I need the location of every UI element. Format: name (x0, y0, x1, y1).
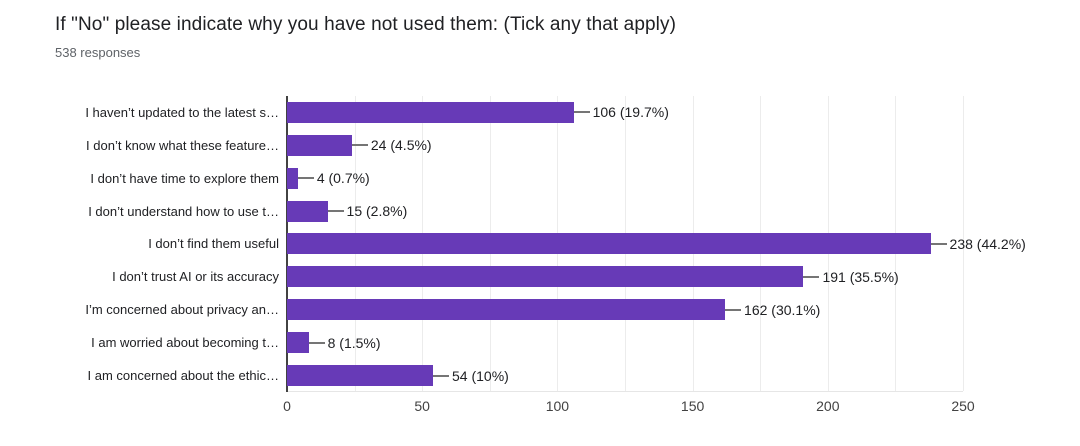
category-label: I’m concerned about privacy an… (85, 302, 279, 318)
category-axis-labels: I haven’t updated to the latest s… I don’… (0, 96, 283, 392)
response-count: 538 responses (55, 45, 141, 60)
value-connector-line (297, 177, 314, 180)
category-label: I don’t find them useful (148, 236, 279, 252)
value-connector-line (930, 242, 947, 245)
bar (287, 101, 574, 123)
x-tick-label-100: 100 (545, 398, 570, 414)
bar-row: 106 (19.7%) (287, 96, 1080, 129)
gridline-250 (963, 96, 964, 391)
category-label: I haven’t updated to the latest s… (85, 104, 279, 120)
value-connector-line (351, 144, 368, 147)
bar-value-label: 15 (2.8%) (346, 203, 408, 220)
bar-value-label: 191 (35.5%) (822, 268, 899, 285)
bar (287, 299, 726, 321)
bar-value-label: 238 (44.2%) (949, 235, 1026, 252)
bar-row: 15 (2.8%) (287, 195, 1080, 228)
bar-value-label: 162 (30.1%) (744, 301, 821, 318)
value-connector-line (803, 275, 820, 278)
bar (287, 134, 352, 156)
bar (287, 332, 309, 354)
bar-row: 54 (10%) (287, 359, 1080, 392)
bar (287, 233, 931, 255)
category-label: I don’t have time to explore them (90, 170, 279, 186)
bar (287, 365, 434, 387)
bar-value-label: 106 (19.7%) (592, 104, 669, 121)
bar-row: 238 (44.2%) (287, 228, 1080, 261)
plot-area: 106 (19.7%) 24 (4.5%) 4 (0.7%) 15 (2.8%) 238… (286, 96, 1026, 392)
bar (287, 167, 298, 189)
bar-value-label: 24 (4.5%) (370, 137, 432, 154)
bar-row: 8 (1.5%) (287, 326, 1080, 359)
category-label: I am worried about becoming t… (91, 335, 279, 351)
category-label: I don’t trust AI or its accuracy (112, 269, 279, 285)
value-connector-line (327, 210, 344, 213)
value-connector-line (725, 308, 742, 311)
bar-value-label: 54 (10%) (452, 367, 509, 384)
bar-row: 162 (30.1%) (287, 293, 1080, 326)
bar (287, 200, 328, 222)
value-connector-line (433, 374, 450, 377)
chart-title: If "No" please indicate why you have not… (55, 14, 677, 35)
bar (287, 266, 804, 288)
x-tick-label-0: 0 (283, 398, 291, 414)
x-tick-label-50: 50 (414, 398, 430, 414)
bar-value-label: 4 (0.7%) (316, 170, 370, 187)
x-tick-label-200: 200 (816, 398, 840, 414)
category-label: I don’t understand how to use t… (88, 203, 279, 219)
category-label: I am concerned about the ethic… (87, 368, 279, 384)
bar-row: 4 (0.7%) (287, 162, 1080, 195)
value-connector-line (308, 341, 325, 344)
value-connector-line (573, 111, 590, 114)
bar-value-label: 8 (1.5%) (327, 334, 381, 351)
bar-row: 24 (4.5%) (287, 129, 1080, 162)
x-axis-tick-labels: 0 50 100 150 200 250 (283, 398, 975, 418)
x-tick-label-150: 150 (680, 398, 705, 414)
x-tick-label-250: 250 (951, 398, 975, 414)
bar-row: 191 (35.5%) (287, 260, 1080, 293)
category-label: I don’t know what these feature… (86, 137, 279, 153)
